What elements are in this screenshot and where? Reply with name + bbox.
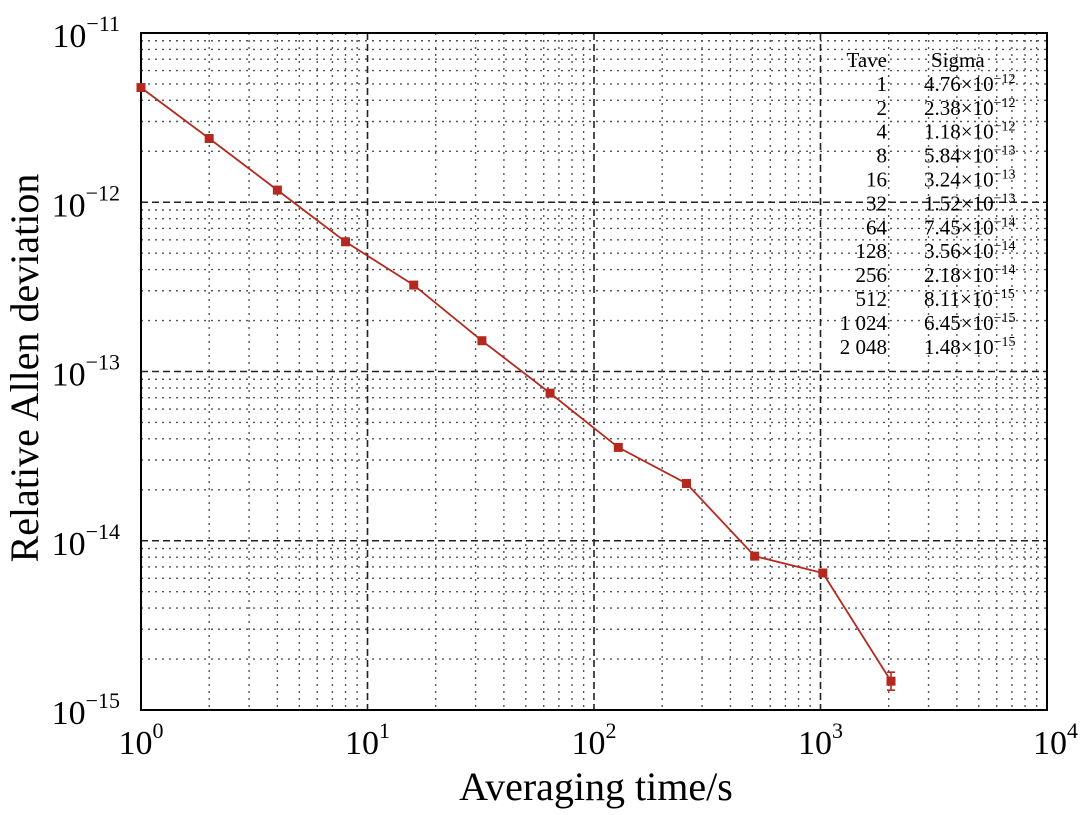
table-header-sigma: Sigma (931, 48, 985, 72)
table-cell-sigma: 2.18×10−14 (924, 263, 1016, 287)
table-cell-sigma: 1.18×10−12 (924, 120, 1016, 144)
table-cell-tave: 64 (866, 215, 888, 239)
x-tick-label: 101 (345, 718, 390, 762)
data-point (886, 676, 896, 686)
table-cell-sigma: 1.48×10−15 (924, 335, 1016, 359)
table-cell-tave: 16 (866, 168, 887, 192)
table-cell-tave: 32 (866, 191, 887, 215)
y-axis-title: Relative Allen deviation (2, 174, 47, 563)
data-point (545, 388, 555, 398)
y-tick-label: 10−14 (52, 519, 120, 563)
table-cell-tave: 128 (856, 239, 888, 263)
x-tick-label: 104 (1033, 718, 1078, 762)
data-point (272, 185, 282, 195)
table-cell-tave: 8 (877, 144, 888, 168)
table-cell-sigma: 5.84×10−13 (924, 144, 1016, 168)
table-cell-tave: 256 (856, 263, 888, 287)
data-point (341, 237, 351, 247)
table-header-tave: Tave (846, 48, 887, 72)
table-cell-tave: 1 024 (840, 311, 888, 335)
data-point (681, 478, 691, 488)
y-tick-label: 10−15 (52, 688, 120, 732)
data-point (818, 568, 828, 578)
data-point (750, 551, 760, 561)
plot-frame (140, 32, 1048, 711)
data-point (136, 83, 146, 93)
data-point (204, 134, 214, 144)
major-grid (141, 33, 1047, 710)
table-cell-sigma: 7.45×10−14 (924, 215, 1016, 239)
y-tick-label: 10−13 (52, 350, 120, 394)
y-tick-label: 10−12 (52, 180, 120, 224)
table-cell-tave: 2 048 (840, 335, 887, 359)
table-cell-sigma: 1.52×10−13 (924, 191, 1016, 215)
table-cell-tave: 1 (877, 72, 888, 96)
data-point (409, 280, 419, 290)
x-tick-label: 102 (572, 718, 617, 762)
x-tick-label: 103 (798, 718, 843, 762)
table-cell-tave: 4 (877, 120, 888, 144)
table-cell-sigma: 6.45×10−15 (924, 311, 1016, 335)
table-cell-sigma: 3.56×10−14 (924, 239, 1016, 263)
data-point (613, 442, 623, 452)
data-table: Tave Sigma 1 4.76×10−12 2 2.38×10−12 4 1.18×10−… (840, 48, 1016, 359)
x-tick-label: 100 (119, 718, 164, 762)
table-cell-sigma: 4.76×10−12 (924, 72, 1016, 96)
series-layer (136, 83, 896, 691)
x-tick-labels: 100 101 102 103 104 (119, 718, 1079, 762)
table-cell-tave: 2 (877, 96, 888, 120)
table-cell-tave: 512 (856, 287, 888, 311)
table-cell-sigma: 3.24×10−13 (924, 168, 1016, 192)
y-tick-label: 10−11 (52, 11, 120, 55)
x-axis-title: Averaging time/s (459, 764, 733, 809)
series-line (140, 86, 892, 682)
minor-grid (141, 33, 1047, 710)
table-cell-sigma: 2.38×10−12 (924, 96, 1016, 120)
data-point (477, 336, 487, 346)
table-cell-sigma: 8.11×10−15 (924, 287, 1015, 311)
y-tick-labels: 10−11 10−12 10−13 10−14 10−15 (52, 11, 120, 732)
